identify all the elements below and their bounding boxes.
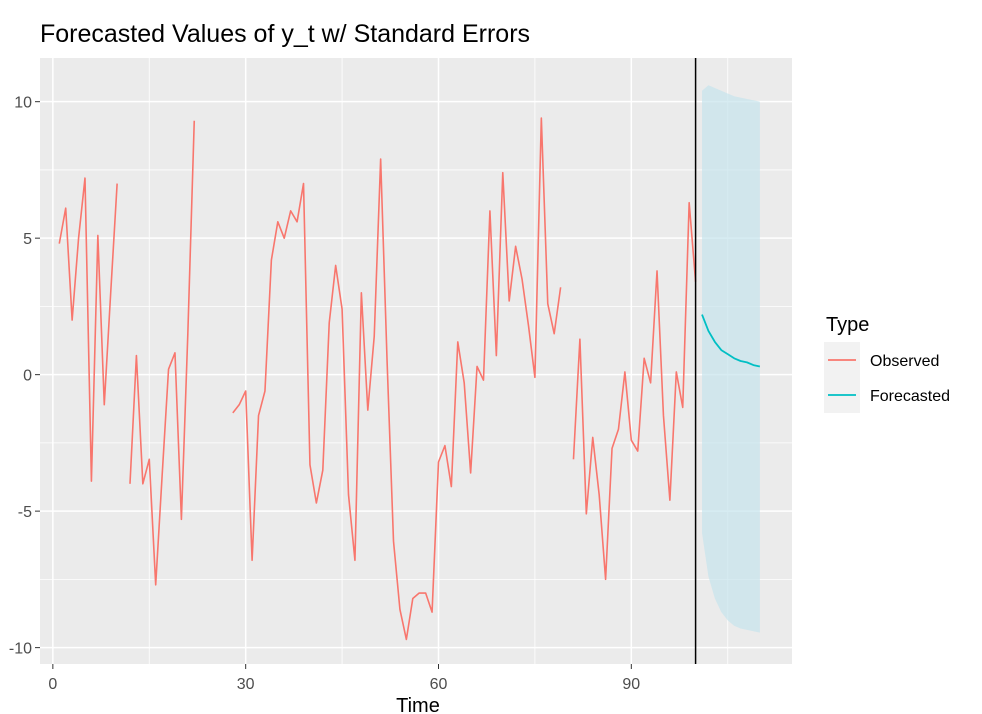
- y-tick-label: -10: [9, 641, 32, 658]
- legend: Type Observed Forecasted: [824, 314, 950, 413]
- x-tick-label: 30: [237, 676, 255, 693]
- y-tick-label: -5: [18, 504, 32, 521]
- legend-label: Observed: [870, 353, 939, 370]
- forecast-line: [701, 314, 761, 368]
- x-axis-title: Time: [396, 695, 440, 714]
- observed-line: [129, 120, 196, 586]
- grid-lines: [40, 58, 792, 664]
- plot-panel: [40, 58, 792, 664]
- observed-line: [572, 201, 697, 581]
- x-tick-label: 60: [430, 676, 448, 693]
- chart-title: Forecasted Values of y_t w/ Standard Err…: [40, 20, 530, 48]
- observed-line: [232, 117, 562, 641]
- x-axis-ticks: 0 30 60 90: [48, 664, 640, 693]
- confidence-band: [702, 85, 760, 633]
- x-tick-label: 0: [48, 676, 57, 693]
- observed-line: [58, 177, 118, 482]
- legend-title: Type: [826, 314, 869, 336]
- series-lines: [58, 117, 761, 641]
- y-axis-ticks: -10 -5 0 5 10: [9, 95, 40, 658]
- y-tick-label: 0: [23, 368, 32, 385]
- y-tick-label: 10: [14, 95, 32, 112]
- forecast-band: [702, 85, 760, 633]
- x-tick-label: 90: [622, 676, 640, 693]
- y-tick-label: 5: [23, 231, 32, 248]
- legend-label: Forecasted: [870, 388, 950, 405]
